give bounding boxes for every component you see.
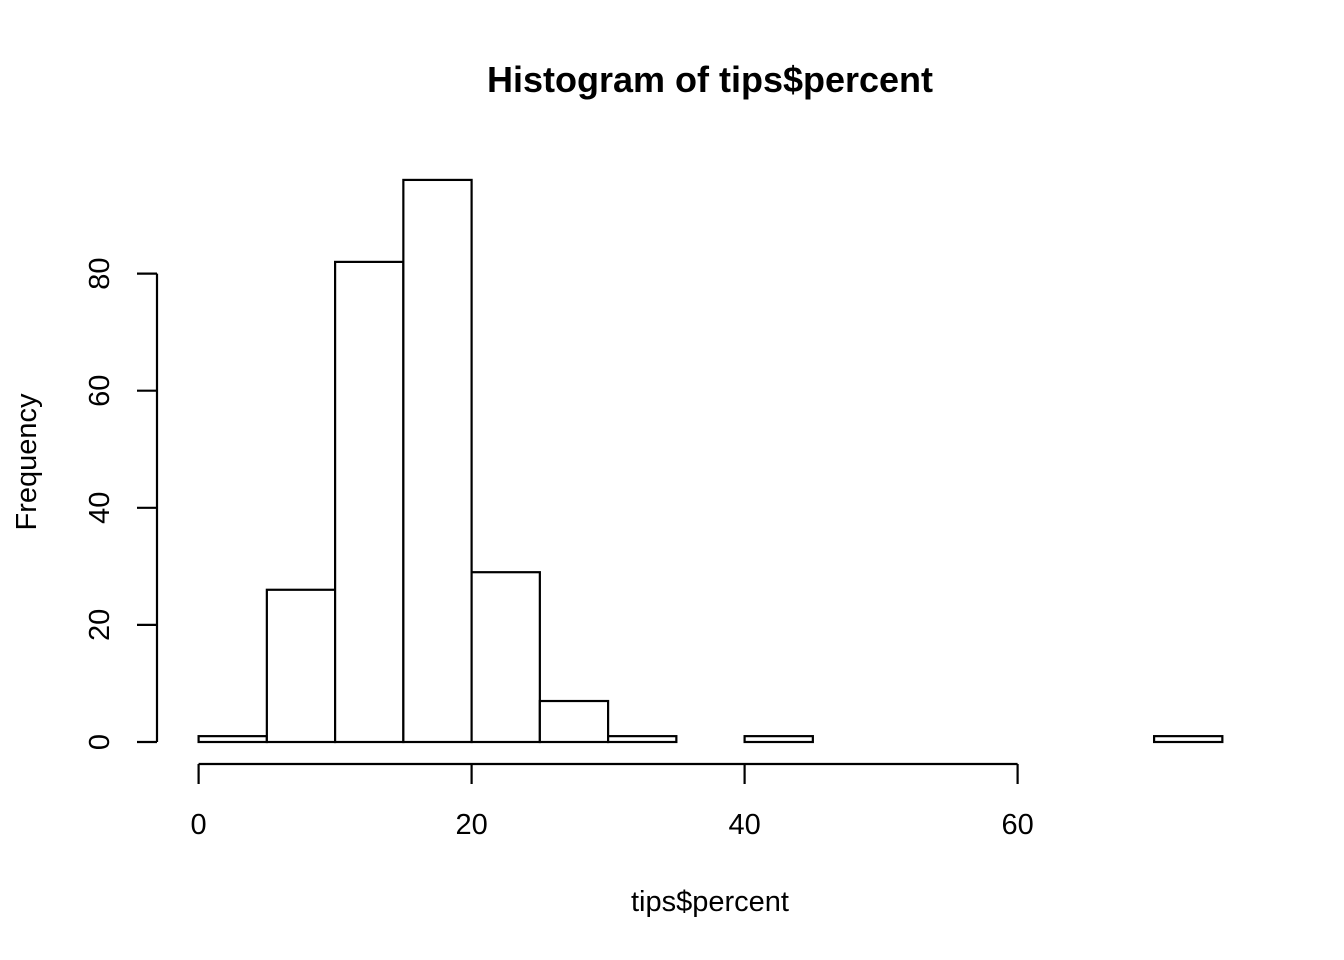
y-tick-label-2: 40 bbox=[84, 492, 116, 524]
y-tick-label-3: 60 bbox=[84, 375, 116, 407]
x-tick-label-0: 0 bbox=[191, 809, 207, 841]
y-axis: 0 20 40 60 80 bbox=[84, 257, 159, 750]
histogram-bar-3 bbox=[402, 178, 473, 744]
x-axis-label: tips$percent bbox=[631, 886, 789, 918]
histogram-bar-1 bbox=[265, 588, 337, 744]
x-tick-label-3: 60 bbox=[1001, 809, 1033, 841]
histogram-bar-5 bbox=[538, 699, 610, 744]
histogram-bar-8 bbox=[743, 735, 814, 744]
y-tick-label-0: 0 bbox=[84, 734, 116, 750]
histogram-bar-4 bbox=[470, 571, 541, 744]
chart-title: Histogram of tips$percent bbox=[487, 59, 933, 100]
y-axis-label: Frequency bbox=[11, 393, 43, 531]
x-axis: 0 20 40 60 bbox=[191, 762, 1034, 841]
y-tick-label-4: 80 bbox=[84, 257, 116, 289]
histogram-bars bbox=[197, 178, 1224, 744]
x-tick-label-2: 40 bbox=[728, 809, 760, 841]
histogram-bar-6 bbox=[606, 735, 678, 744]
histogram-bar-14 bbox=[1152, 735, 1224, 744]
histogram-bar-0 bbox=[197, 735, 268, 744]
x-tick-label-1: 20 bbox=[455, 809, 487, 841]
y-tick-label-1: 20 bbox=[84, 609, 116, 641]
histogram-bar-2 bbox=[334, 260, 405, 744]
